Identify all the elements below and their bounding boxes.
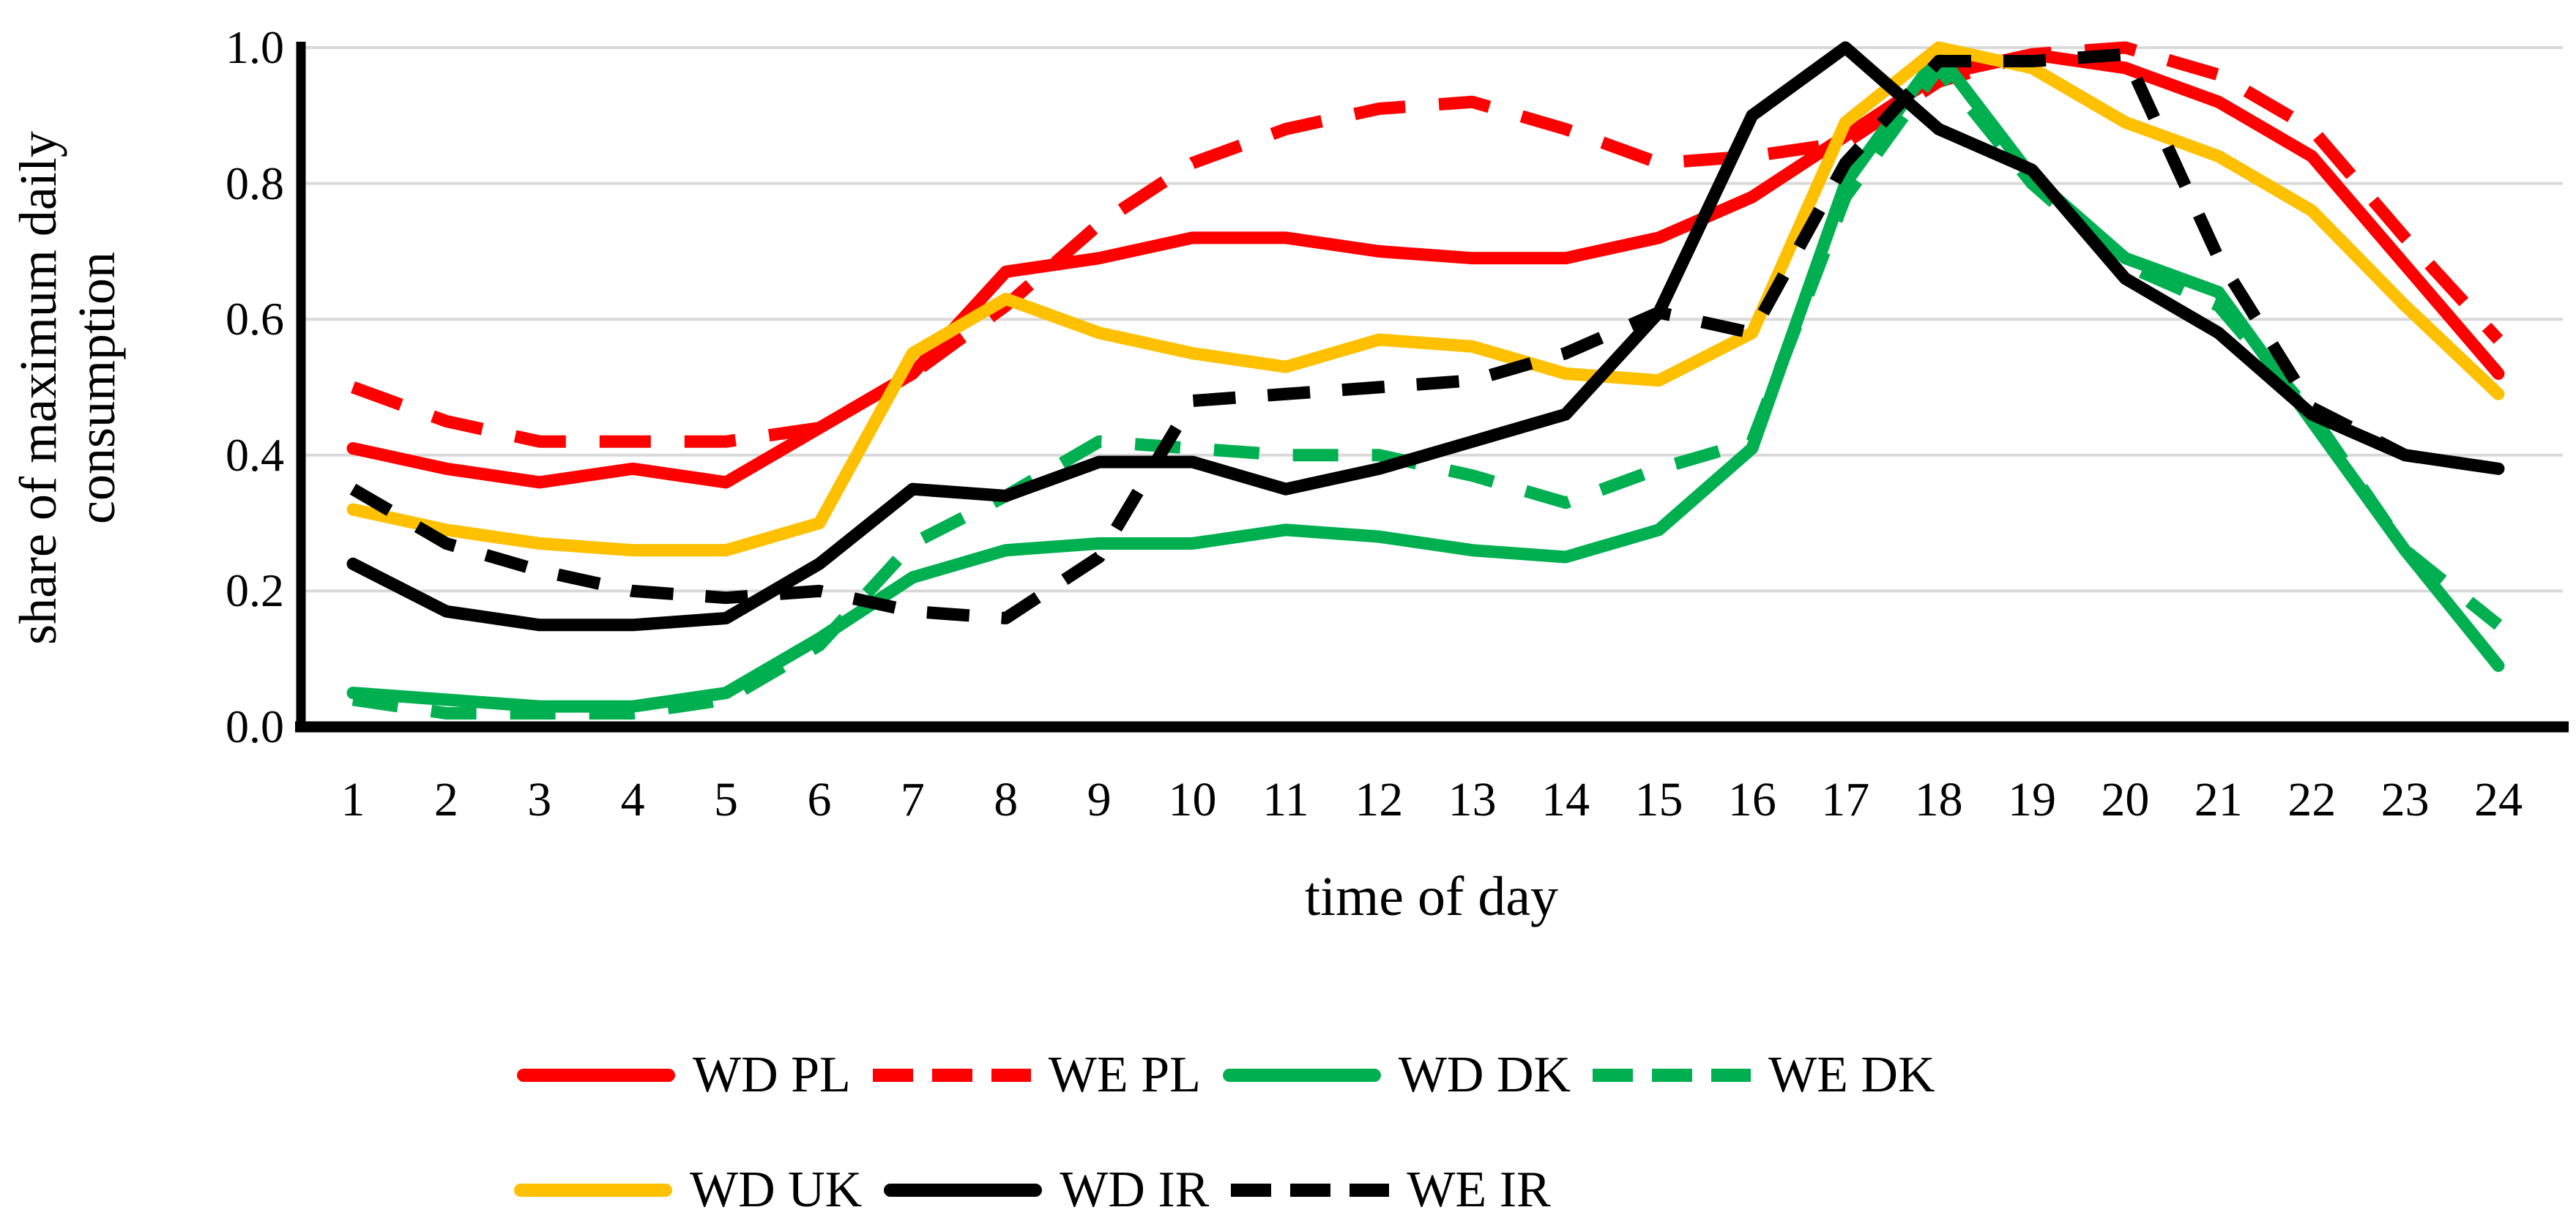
- series-wd-uk: [346, 41, 2505, 557]
- x-tick-7: 7: [900, 773, 925, 826]
- y-axis-title: share of maximum daily consumption: [9, 55, 133, 721]
- x-tick-21: 21: [2194, 773, 2243, 826]
- legend-swatch-wd-uk: [514, 1184, 672, 1197]
- legend-item-we-ir: WE IR: [1231, 1162, 1551, 1218]
- y-tick-0.8: 0.8: [226, 157, 284, 209]
- legend-label-wd-uk: WD UK: [690, 1162, 863, 1218]
- x-tick-4: 4: [620, 773, 645, 826]
- series-wd-dk: [346, 48, 2505, 713]
- y-axis-title-line-1: share of maximum daily: [9, 131, 67, 645]
- legend-swatch-wd-dk: [1222, 1069, 1381, 1082]
- x-tick-13: 13: [1448, 773, 1497, 826]
- series-wd-pl: [346, 48, 2505, 489]
- legend-item-wd-uk: WD UK: [514, 1163, 862, 1217]
- legend-label-wd-pl: WD PL: [693, 1047, 851, 1103]
- y-tick-0.4: 0.4: [226, 428, 284, 481]
- x-tick-16: 16: [1727, 773, 1776, 826]
- legend-item-wd-pl: WD PL: [517, 1048, 851, 1102]
- legend-item-we-pl: WE PL: [872, 1047, 1201, 1103]
- x-tick-2: 2: [433, 773, 458, 826]
- y-tick-0.2: 0.2: [226, 564, 284, 617]
- x-tick-3: 3: [527, 773, 552, 826]
- legend-item-wd-dk: WD DK: [1222, 1047, 1571, 1103]
- x-tick-1: 1: [340, 773, 365, 826]
- legend-swatch-wd-pl: [517, 1069, 675, 1082]
- x-tick-14: 14: [1541, 773, 1590, 826]
- x-tick-10: 10: [1168, 773, 1217, 826]
- x-tick-23: 23: [2380, 773, 2430, 826]
- legend-item-wd-ir: WD IR: [884, 1163, 1209, 1217]
- x-tick-18: 18: [1914, 773, 1963, 826]
- series-we-pl: [351, 41, 2504, 448]
- legend-label-wd-ir: WD IR: [1060, 1162, 1210, 1218]
- y-tick-0.6: 0.6: [226, 293, 284, 345]
- legend-swatch-we-pl: [872, 1069, 1031, 1082]
- legend-label-we-ir: WE IR: [1407, 1162, 1551, 1218]
- legend-row-2: WD UK WD IR WE IR: [514, 1163, 1573, 1217]
- legend-label-wd-dk: WD DK: [1398, 1047, 1571, 1103]
- x-tick-11: 11: [1262, 773, 1309, 826]
- y-tick-1.0: 1.0: [226, 21, 284, 73]
- x-tick-9: 9: [1087, 773, 1112, 826]
- series-wd-ir: [346, 41, 2505, 632]
- series-we-dk: [351, 61, 2503, 720]
- x-tick-8: 8: [994, 773, 1019, 826]
- legend-swatch-wd-ir: [884, 1184, 1043, 1197]
- y-axis-title-line-2: consumption: [67, 252, 126, 524]
- x-tick-15: 15: [1634, 773, 1683, 826]
- x-tick-20: 20: [2101, 773, 2150, 826]
- legend-item-we-dk: WE DK: [1593, 1048, 1935, 1102]
- x-tick-19: 19: [2008, 773, 2057, 826]
- y-tick-0.0: 0.0: [226, 701, 284, 752]
- x-tick-6: 6: [807, 773, 832, 826]
- legend-label-we-dk: WE DK: [1768, 1047, 1935, 1103]
- x-tick-17: 17: [1821, 773, 1870, 826]
- x-tick-22: 22: [2287, 773, 2337, 826]
- legend-swatch-we-dk: [1593, 1069, 1752, 1082]
- series-we-ir: [349, 48, 2500, 625]
- x-tick-12: 12: [1355, 773, 1404, 826]
- legend-label-we-pl: WE PL: [1048, 1047, 1201, 1103]
- legend-row-1: WD PL WE PL WD DK WE DK: [517, 1048, 1957, 1102]
- x-tick-24: 24: [2473, 773, 2523, 826]
- legend-swatch-we-ir: [1231, 1184, 1390, 1197]
- x-axis-title: time of day: [1304, 866, 1559, 927]
- x-tick-5: 5: [714, 773, 739, 826]
